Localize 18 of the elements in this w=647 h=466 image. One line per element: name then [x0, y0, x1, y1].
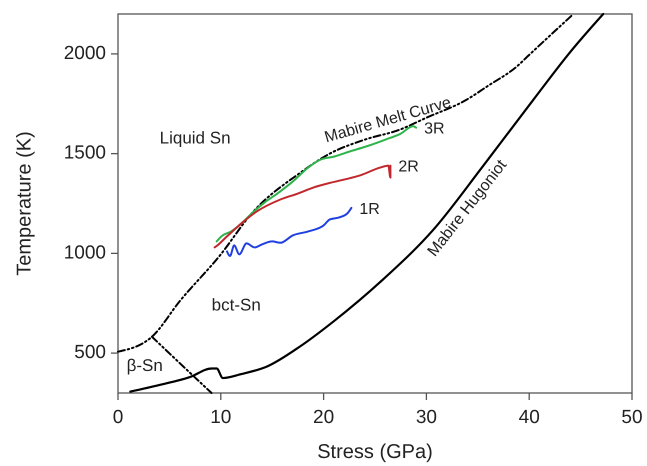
x-tick-label: 20: [313, 407, 334, 428]
x-tick-label: 50: [621, 407, 643, 428]
series-label: 1R: [359, 200, 380, 218]
x-tick-label: 30: [416, 407, 437, 428]
y-tick-label: 2000: [64, 42, 106, 64]
x-tick-label: 40: [518, 407, 540, 428]
y-tick-label: 1500: [64, 142, 106, 164]
annotation: bct-Sn: [212, 295, 261, 314]
y-axis-title: Temperature (K): [13, 131, 36, 276]
y-tick-label: 1000: [64, 242, 106, 264]
series-label: 3R: [424, 120, 445, 138]
x-tick-label: 10: [210, 407, 232, 428]
series-label: 2R: [398, 158, 419, 176]
x-tick-label: 0: [112, 407, 124, 428]
y-tick-label: 500: [74, 342, 106, 364]
x-axis-title: Stress (GPa): [317, 441, 433, 463]
annotation: Liquid Sn: [160, 128, 231, 148]
annotation: β-Sn: [126, 356, 163, 375]
